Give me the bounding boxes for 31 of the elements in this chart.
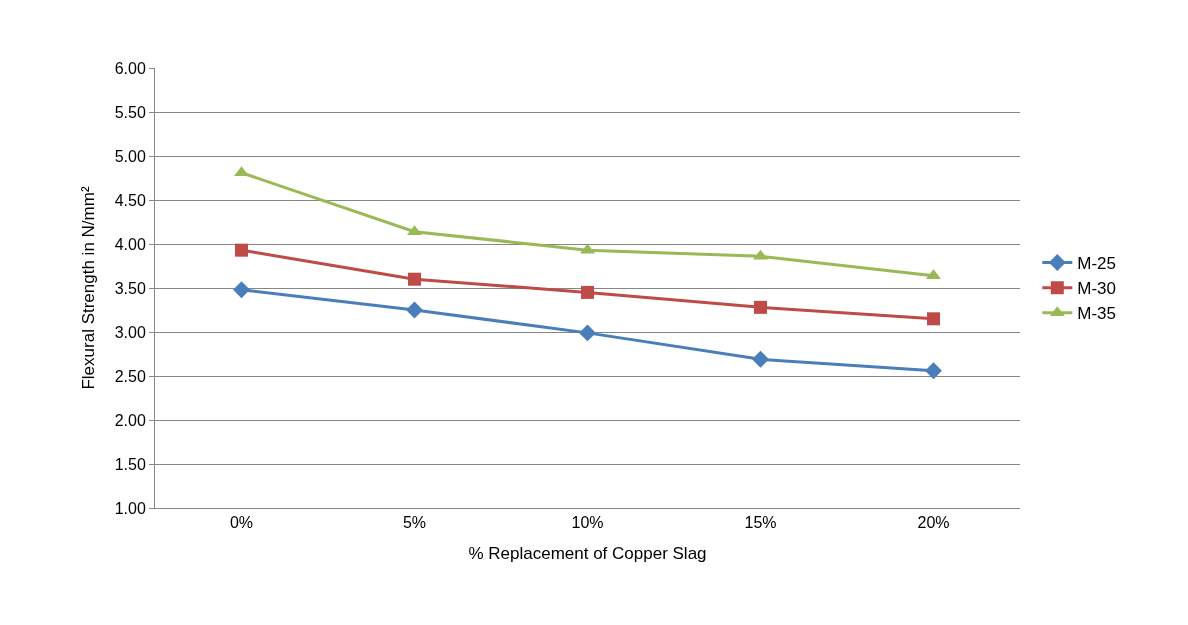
x-tick-label: 10% bbox=[571, 514, 604, 532]
point bbox=[406, 301, 423, 319]
y-tick-label: 1.00 bbox=[114, 499, 146, 517]
x-axis-title: % Replacement of Copper Slag bbox=[468, 543, 707, 563]
y-tick-label: 5.50 bbox=[114, 103, 146, 121]
point bbox=[927, 312, 940, 326]
y-axis-title: Flexural Strength in N/mm² bbox=[79, 186, 99, 390]
x-tick-label: 0% bbox=[229, 514, 254, 532]
y-tick-label: 1.50 bbox=[114, 455, 146, 473]
x-tick-label: 5% bbox=[402, 514, 427, 532]
x-tick-label: 15% bbox=[744, 514, 777, 532]
y-tick-label: 4.50 bbox=[114, 191, 146, 209]
legend-label: M-25 bbox=[1077, 254, 1117, 274]
point bbox=[925, 362, 942, 380]
y-tick-label: 5.00 bbox=[114, 147, 146, 165]
x-tick-label: 20% bbox=[917, 514, 950, 532]
y-tick-label: 4.00 bbox=[114, 235, 146, 253]
point bbox=[579, 324, 596, 342]
y-tick-label: 3.50 bbox=[114, 279, 146, 297]
point bbox=[235, 243, 248, 257]
legend-label: M-30 bbox=[1077, 279, 1117, 299]
y-tick-label: 3.00 bbox=[114, 323, 146, 341]
y-tick-label: 2.00 bbox=[114, 411, 146, 429]
point bbox=[581, 285, 594, 299]
point bbox=[754, 300, 767, 314]
point bbox=[752, 350, 769, 368]
y-tick-label: 2.50 bbox=[114, 367, 146, 385]
point bbox=[233, 281, 250, 299]
point bbox=[408, 272, 421, 286]
legend-label: M-35 bbox=[1077, 304, 1117, 324]
y-tick-label: 6.00 bbox=[114, 59, 146, 77]
